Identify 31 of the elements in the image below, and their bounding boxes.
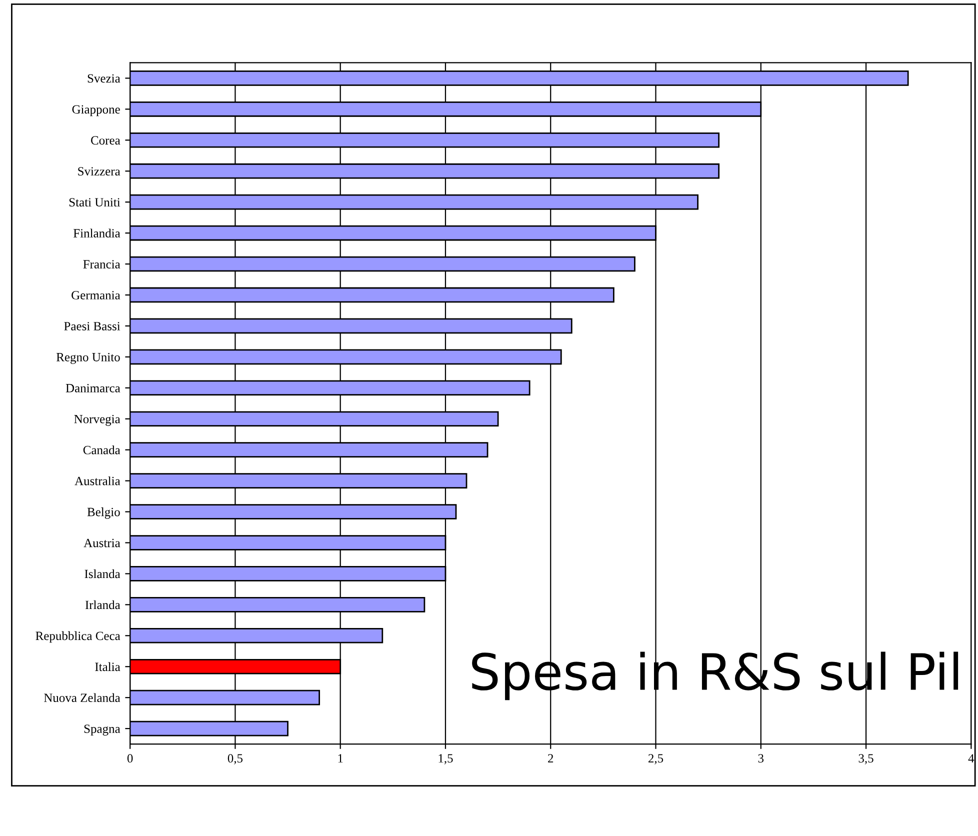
- x-tick-label: 4: [968, 754, 974, 762]
- y-tick-label: Belgio: [87, 507, 120, 519]
- x-tick-label: 2: [548, 754, 554, 762]
- y-tick-label: Corea: [91, 136, 120, 145]
- y-tick-label: Danimarca: [66, 384, 120, 392]
- x-tick-label: 3: [758, 754, 764, 763]
- y-tick-label: Paesi Bassi: [64, 322, 120, 330]
- x-tick-label: 1,5: [438, 754, 453, 764]
- x-tick-label: 3,5: [858, 754, 874, 764]
- y-tick-label: Repubblica Ceca: [36, 631, 120, 643]
- y-tick-label: Islanda: [84, 569, 120, 578]
- y-tick-label: Giappone: [72, 105, 120, 116]
- y-tick-label: Canada: [83, 445, 120, 454]
- y-tick-label: Francia: [83, 260, 120, 268]
- y-tick-label: Australia: [74, 476, 120, 486]
- y-tick-label: Spagna: [84, 724, 120, 736]
- y-tick-label: Svizzera: [78, 167, 120, 176]
- y-tick-label: Italia: [95, 662, 120, 672]
- y-tick-label: Finlandia: [73, 228, 120, 238]
- y-tick-label: Svezia: [88, 74, 120, 83]
- x-tick-label: 1: [338, 754, 343, 762]
- y-tick-label: Germania: [72, 291, 120, 300]
- y-tick-label: Norvegia: [74, 414, 120, 426]
- y-tick-label: Irlanda: [85, 600, 120, 610]
- x-tick-label: 0,5: [228, 754, 243, 764]
- y-tick-label: Nuova Zelanda: [44, 693, 120, 702]
- y-tick-label: Regno Unito: [56, 352, 120, 364]
- y-tick-label: Austria: [84, 538, 120, 548]
- x-tick-label: 2,5: [648, 754, 664, 764]
- y-tick-label: Stati Uniti: [69, 198, 120, 207]
- x-tick-label: 0: [127, 754, 133, 763]
